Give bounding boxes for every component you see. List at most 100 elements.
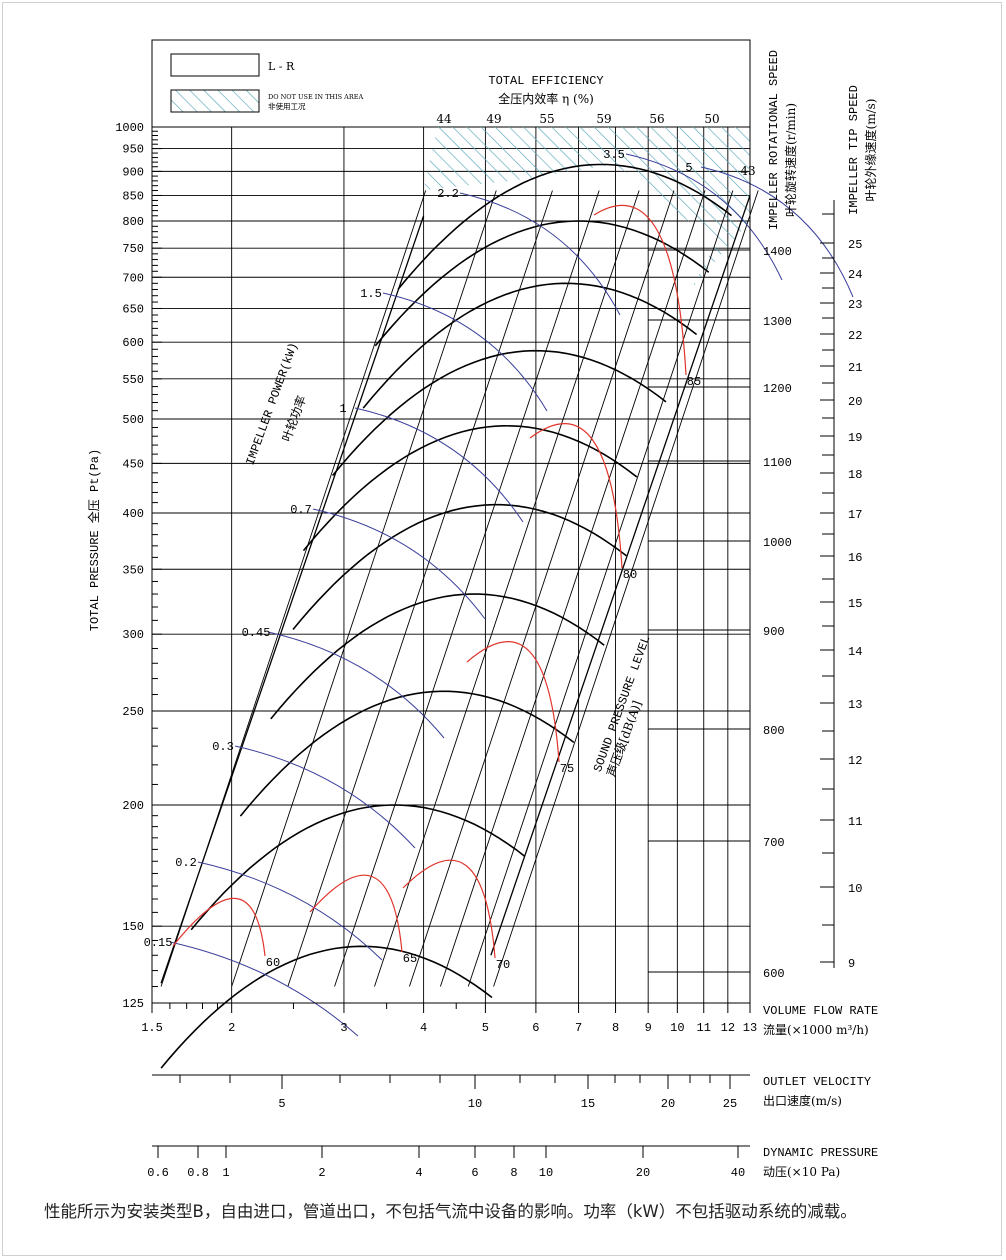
power-curve [625, 153, 783, 281]
y-tick-label: 650 [122, 302, 144, 316]
sound-label: 75 [560, 762, 574, 776]
plot-border [151, 39, 751, 1004]
legend-solid-box [170, 53, 260, 77]
legend-solid-label: L - R [268, 60, 295, 73]
efficiency-ray [231, 190, 497, 987]
y-tick-label: 950 [122, 143, 144, 157]
x-tick-label: 10 [670, 1021, 684, 1035]
dynamic-title-cn: 动压(×10 Pa) [763, 1165, 840, 1179]
x-tick-label: 1.5 [141, 1021, 163, 1035]
speed-axis-title-cn: 叶轮旋转速度(r/min) [783, 103, 798, 217]
efficiency-ray [439, 190, 706, 987]
dynamic-label: 6 [471, 1166, 478, 1180]
efficiency-title-cn: 全压内效率 η (%) [498, 91, 594, 106]
x-tick-label: 5 [482, 1021, 489, 1035]
sound-label: 65 [403, 952, 417, 966]
y-tick-label: 400 [122, 507, 144, 521]
tip-speed-label: 12 [848, 754, 862, 768]
power-curve [700, 166, 854, 298]
power-label: 1 [339, 402, 346, 416]
tip-speed-label: 23 [848, 298, 862, 312]
velocity-label: 5 [278, 1097, 285, 1111]
dynamic-label: 8 [510, 1166, 517, 1180]
tip-speed-label: 16 [848, 551, 862, 565]
speed-curve [302, 424, 638, 552]
speed-label: 1100 [763, 456, 792, 470]
speed-label: 1200 [763, 382, 792, 396]
y-tick-label: 200 [122, 799, 144, 813]
speed-axis-title: IMPELLER ROTATIONAL SPEED [767, 50, 781, 230]
y-tick-label: 600 [122, 336, 144, 350]
sound-label: 60 [266, 956, 280, 970]
speed-curve [292, 503, 627, 631]
tip-axis-title: IMPELLER TIP SPEED [847, 85, 861, 215]
efficiency-label: 43 [740, 164, 755, 178]
speed-curve [331, 349, 667, 477]
velocity-label: 10 [468, 1097, 482, 1111]
x-tick-label: 4 [420, 1021, 427, 1035]
speed-label: 600 [763, 967, 785, 981]
power-curve [382, 292, 548, 412]
speed-curve [160, 945, 493, 1069]
sound-curve [466, 641, 560, 763]
velocity-label: 25 [723, 1097, 737, 1111]
speed-label: 900 [763, 625, 785, 639]
efficiency-label: 44 [436, 112, 452, 126]
sound-label: 85 [687, 375, 701, 389]
tip-speed-label: 19 [848, 431, 862, 445]
pressure-axis-title: TOTAL PRESSURE 全压 Pt(Pa) [86, 449, 102, 631]
sound-curve [402, 859, 496, 959]
x-tick-label: 6 [532, 1021, 539, 1035]
y-tick-label: 350 [122, 563, 144, 577]
power-label: 1.5 [360, 287, 382, 301]
power-curve [312, 508, 486, 620]
y-tick-label: 125 [122, 997, 144, 1011]
power-curve [459, 192, 621, 316]
dynamic-label: 10 [539, 1166, 553, 1180]
sound-curve [309, 874, 403, 953]
power-label: 0.7 [290, 503, 312, 517]
efficiency-label: 59 [596, 112, 611, 126]
dynamic-label: 40 [731, 1166, 745, 1180]
dynamic-label: 0.8 [187, 1166, 209, 1180]
sound-curve [172, 897, 266, 957]
speed-curve [397, 163, 732, 290]
y-tick-label: 750 [122, 242, 144, 256]
speed-label: 1000 [763, 536, 792, 550]
flow-title-cn: 流量(×1000 m³/h) [763, 1023, 869, 1037]
x-tick-label: 2 [228, 1021, 235, 1035]
power-curve [267, 631, 445, 739]
y-tick-label: 850 [122, 189, 144, 203]
dynamic-label: 2 [318, 1166, 325, 1180]
y-tick-label: 800 [122, 215, 144, 229]
power-label: 0.45 [242, 626, 271, 640]
tip-speed-label: 10 [848, 882, 862, 896]
power-label: 2.2 [437, 187, 459, 201]
footnote: 性能所示为安装类型B，自由进口，管道出口，不包括气流中设备的影响。功率（kW）不… [44, 1202, 857, 1221]
y-tick-label: 500 [122, 413, 144, 427]
tip-speed-label: 25 [848, 238, 862, 252]
do-not-use-area [423, 127, 750, 290]
power-title-cn: 叶轮功率 [279, 393, 310, 443]
tip-speed-label: 17 [848, 508, 862, 522]
speed-label: 1300 [763, 315, 792, 329]
tip-axis-title-cn: 叶轮外缘速度(m/s) [863, 99, 878, 202]
left-boundary [160, 215, 425, 984]
power-label: 0.3 [212, 740, 234, 754]
power-curve [354, 407, 524, 523]
efficiency-ray [374, 190, 640, 987]
efficiency-ray [408, 190, 675, 987]
sound-curve [529, 423, 623, 569]
tip-speed-label: 24 [848, 268, 862, 282]
speed-curve [190, 804, 526, 931]
sound-curve [593, 204, 687, 376]
efficiency-label: 50 [704, 112, 719, 126]
x-tick-label: 8 [612, 1021, 619, 1035]
y-tick-label: 550 [122, 373, 144, 387]
efficiency-ray [493, 190, 759, 987]
velocity-label: 15 [581, 1097, 595, 1111]
legend-hatch-box [170, 89, 260, 113]
tip-speed-label: 15 [848, 597, 862, 611]
sound-label: 80 [623, 568, 637, 582]
